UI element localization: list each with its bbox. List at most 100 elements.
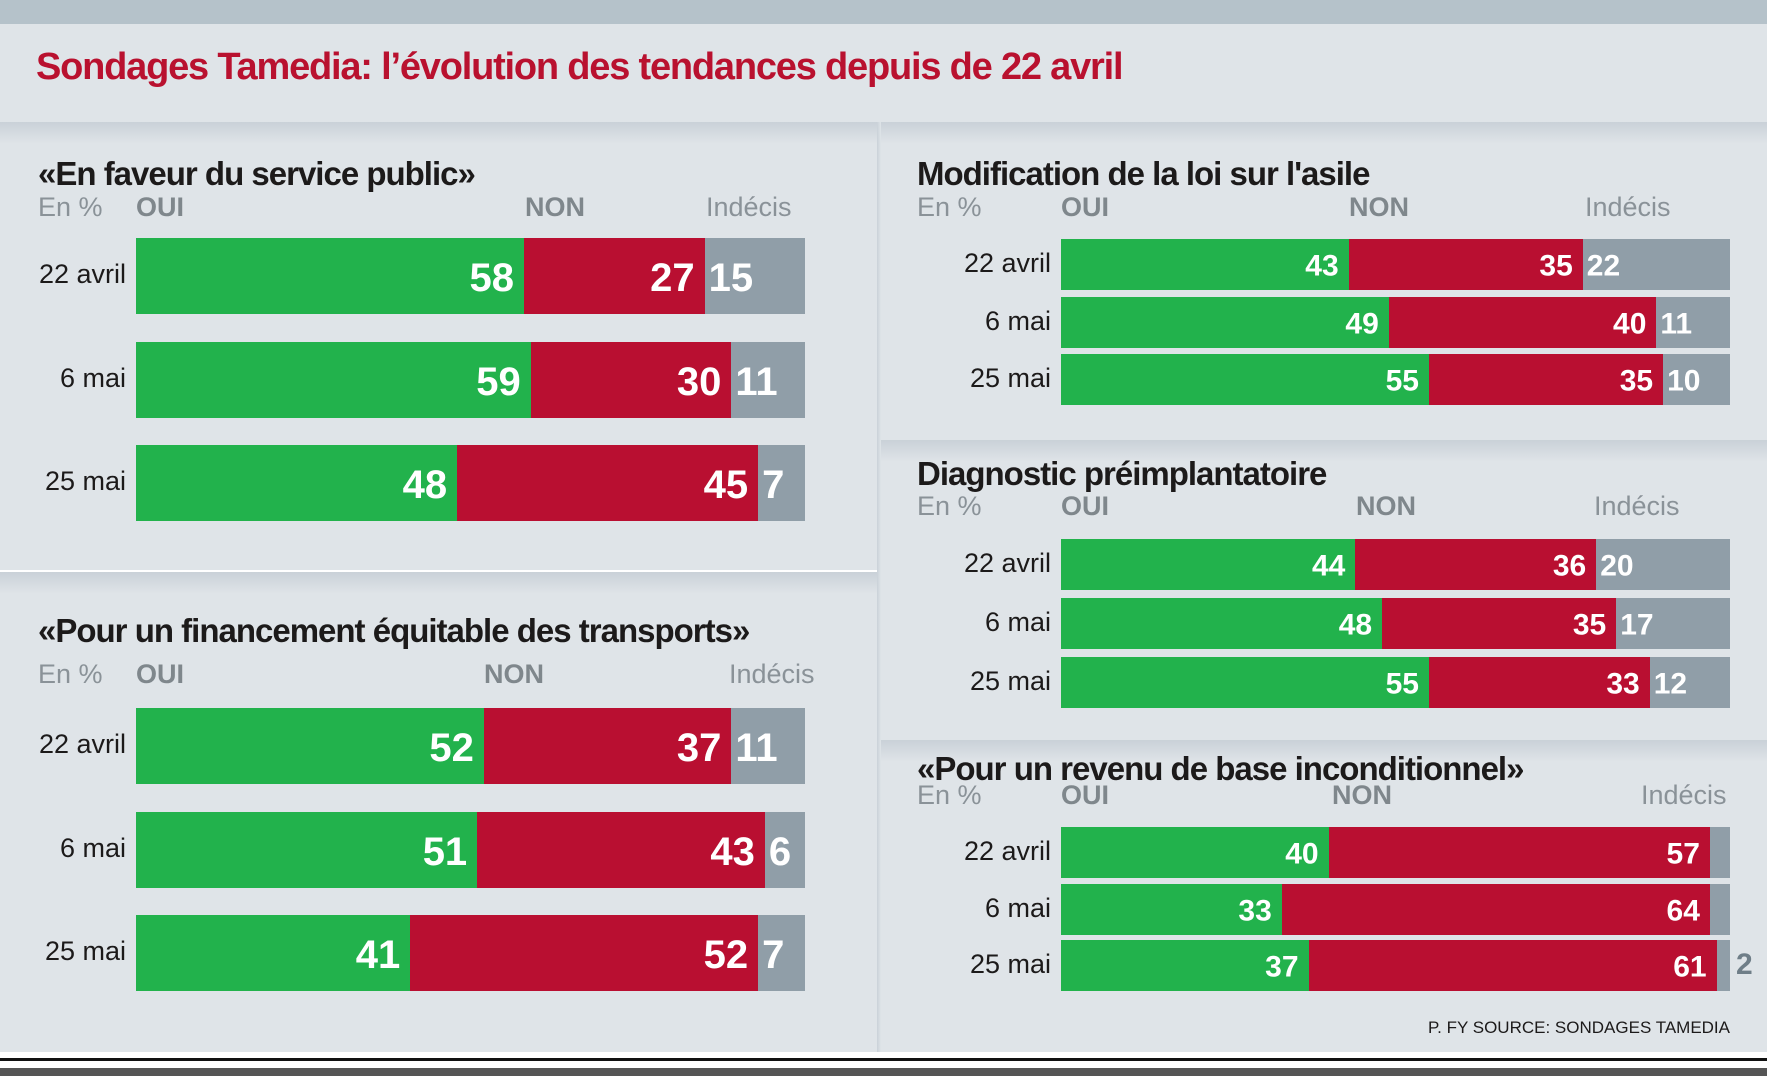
data-label: 7 bbox=[762, 462, 785, 507]
data-label: 35 bbox=[1539, 249, 1573, 283]
bar-segment-oui: 37 bbox=[1061, 940, 1309, 991]
bar-segment-indecis: 10 bbox=[1663, 354, 1730, 405]
bar-segment-non: 52 bbox=[410, 915, 759, 991]
bar-segment-non: 33 bbox=[1428, 657, 1650, 708]
data-label: 11 bbox=[1660, 307, 1693, 341]
data-label: 55 bbox=[1385, 364, 1419, 398]
row-label: 25 mai bbox=[44, 936, 126, 966]
bar-segment-indecis bbox=[1709, 827, 1730, 878]
data-label: 52 bbox=[429, 725, 474, 770]
data-label: 17 bbox=[1620, 608, 1654, 642]
bar-segment-non: 30 bbox=[530, 342, 732, 418]
stacked-bar: 51 43 6 bbox=[136, 812, 805, 888]
page-title: Sondages Tamedia: l’évolution des tendan… bbox=[36, 46, 1124, 88]
bar-segment-non: 35 bbox=[1348, 239, 1583, 290]
bar-segment-oui: 33 bbox=[1061, 884, 1282, 935]
header bbox=[0, 24, 1767, 122]
stacked-bar: 48 35 17 bbox=[1061, 598, 1730, 649]
bar-segment-indecis: 7 bbox=[758, 445, 805, 521]
row-label: 22 avril bbox=[963, 547, 1051, 578]
row-label: 6 mai bbox=[984, 892, 1051, 923]
stacked-bar: 59 30 11 bbox=[136, 342, 805, 418]
chart-title: «Pour un financement équitable des trans… bbox=[38, 612, 750, 649]
bar-segment-indecis: 22 bbox=[1582, 239, 1730, 290]
data-label: 11 bbox=[735, 725, 778, 770]
stacked-bar: 58 27 15 bbox=[136, 238, 805, 314]
row-label: 25 mai bbox=[44, 466, 126, 496]
bar-segment-oui: 48 bbox=[136, 445, 458, 521]
bar-segment-indecis: 17 bbox=[1616, 598, 1730, 649]
legend-non: NON bbox=[484, 659, 544, 689]
chart-title: Modification de la loi sur l'asile bbox=[917, 155, 1370, 192]
data-label: 30 bbox=[676, 359, 722, 404]
legend-oui: OUI bbox=[1061, 491, 1110, 521]
unit-label: En % bbox=[917, 780, 982, 810]
legend-indecis: Indécis bbox=[1594, 491, 1680, 521]
legend-oui: OUI bbox=[1061, 192, 1110, 222]
stacked-bar: 52 37 11 bbox=[136, 708, 805, 784]
panel-shade bbox=[0, 572, 877, 594]
bar-segment-indecis: 12 bbox=[1649, 657, 1730, 708]
panel-shade bbox=[881, 440, 1767, 462]
data-label: 64 bbox=[1666, 894, 1700, 928]
row-label: 6 mai bbox=[984, 606, 1051, 637]
bar-segment-oui: 40 bbox=[1061, 827, 1329, 878]
bar-segment-indecis bbox=[1716, 940, 1730, 991]
data-label: 61 bbox=[1673, 950, 1707, 984]
data-label: 15 bbox=[708, 255, 754, 300]
bar-segment-indecis: 20 bbox=[1596, 539, 1730, 590]
data-label: 12 bbox=[1653, 667, 1688, 701]
legend-non: NON bbox=[1356, 491, 1416, 521]
data-label: 6 bbox=[768, 829, 792, 874]
data-label: 43 bbox=[1305, 249, 1339, 283]
bar-segment-indecis: 11 bbox=[731, 342, 805, 418]
bar-segment-indecis: 11 bbox=[1656, 297, 1730, 348]
bar-segment-non: 35 bbox=[1382, 598, 1617, 649]
data-label: 48 bbox=[402, 462, 448, 507]
stacked-bar: 49 40 11 bbox=[1061, 297, 1730, 348]
legend-indecis: Indécis bbox=[1585, 192, 1671, 222]
data-label: 35 bbox=[1572, 608, 1607, 642]
bar-segment-non: 35 bbox=[1428, 354, 1664, 405]
row-label: 22 avril bbox=[963, 247, 1051, 278]
bar-segment-oui: 49 bbox=[1061, 297, 1389, 348]
data-label: 45 bbox=[703, 462, 749, 507]
panel-shade bbox=[881, 740, 1767, 762]
data-label: 2 bbox=[1736, 947, 1753, 981]
stacked-bar: 48 45 7 bbox=[136, 445, 805, 521]
column-divider bbox=[877, 122, 881, 1052]
data-label: 36 bbox=[1552, 549, 1587, 583]
data-label: 33 bbox=[1238, 894, 1272, 928]
bar-segment-non: 61 bbox=[1308, 940, 1717, 991]
bar-segment-oui: 44 bbox=[1061, 539, 1356, 590]
stacked-bar: 55 35 10 bbox=[1061, 354, 1730, 405]
data-label: 40 bbox=[1285, 837, 1319, 871]
row-label: 25 mai bbox=[969, 362, 1051, 393]
chart-title: «Pour un revenu de base inconditionnel» bbox=[917, 750, 1524, 787]
data-label: 59 bbox=[476, 359, 521, 404]
data-label: 51 bbox=[422, 829, 468, 874]
stacked-bar: 37 61 bbox=[1061, 940, 1730, 991]
stacked-bar: 43 35 22 bbox=[1061, 239, 1730, 290]
legend-non: NON bbox=[525, 192, 585, 222]
bar-segment-oui: 55 bbox=[1061, 657, 1429, 708]
stacked-bar: 33 64 bbox=[1061, 884, 1730, 935]
legend-oui: OUI bbox=[136, 659, 185, 689]
unit-label: En % bbox=[38, 192, 103, 222]
legend-non: NON bbox=[1332, 780, 1392, 810]
data-label: 7 bbox=[762, 932, 785, 977]
stacked-bar: 40 57 bbox=[1061, 827, 1730, 878]
bar-segment-oui: 51 bbox=[136, 812, 478, 888]
data-label: 52 bbox=[703, 932, 749, 977]
legend-non: NON bbox=[1349, 192, 1409, 222]
bar-segment-indecis: 11 bbox=[731, 708, 805, 784]
stacked-bar: 44 36 20 bbox=[1061, 539, 1730, 590]
data-label: 22 bbox=[1586, 249, 1621, 283]
data-label: 57 bbox=[1666, 837, 1700, 871]
bar-segment-non: 27 bbox=[524, 238, 705, 314]
data-label: 10 bbox=[1667, 364, 1701, 398]
bar-segment-oui: 55 bbox=[1061, 354, 1429, 405]
unit-label: En % bbox=[917, 192, 982, 222]
data-label: 11 bbox=[735, 359, 778, 404]
row-label: 6 mai bbox=[59, 363, 126, 393]
